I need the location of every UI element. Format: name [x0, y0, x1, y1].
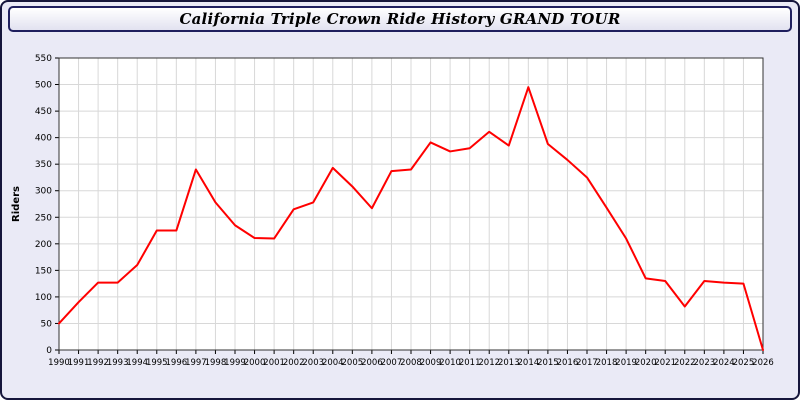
svg-text:2016: 2016 — [557, 358, 579, 368]
svg-text:2009: 2009 — [420, 358, 442, 368]
svg-text:1995: 1995 — [146, 358, 168, 368]
svg-text:250: 250 — [35, 213, 52, 223]
svg-text:2010: 2010 — [439, 358, 461, 368]
svg-text:1990: 1990 — [48, 358, 70, 368]
svg-text:2012: 2012 — [478, 358, 500, 368]
chart-title: California Triple Crown Ride History GRA… — [179, 10, 621, 28]
svg-text:2015: 2015 — [537, 358, 559, 368]
chart-title-bar: California Triple Crown Ride History GRA… — [8, 6, 792, 32]
svg-text:1994: 1994 — [126, 358, 148, 368]
svg-text:1991: 1991 — [68, 358, 90, 368]
svg-text:2020: 2020 — [635, 358, 657, 368]
svg-text:2019: 2019 — [615, 358, 637, 368]
svg-text:2021: 2021 — [654, 358, 676, 368]
svg-text:450: 450 — [35, 107, 52, 117]
svg-text:150: 150 — [35, 266, 52, 276]
chart-area: 0 50 100 150 200 250 300 350 400 450 500 550 1990 199… — [6, 34, 794, 394]
svg-text:1992: 1992 — [87, 358, 109, 368]
svg-text:2000: 2000 — [244, 358, 266, 368]
svg-text:2018: 2018 — [596, 358, 618, 368]
svg-text:2023: 2023 — [694, 358, 716, 368]
svg-text:500: 500 — [35, 81, 52, 91]
svg-text:2004: 2004 — [322, 358, 344, 368]
svg-text:2014: 2014 — [518, 358, 540, 368]
svg-text:1997: 1997 — [185, 358, 207, 368]
svg-text:2017: 2017 — [576, 358, 598, 368]
svg-text:2003: 2003 — [302, 358, 324, 368]
svg-text:2011: 2011 — [459, 358, 481, 368]
svg-text:2006: 2006 — [361, 358, 383, 368]
svg-text:400: 400 — [35, 134, 52, 144]
svg-text:2001: 2001 — [263, 358, 285, 368]
svg-text:2005: 2005 — [342, 358, 364, 368]
svg-text:Riders: Riders — [11, 186, 22, 222]
svg-text:2025: 2025 — [733, 358, 755, 368]
svg-text:0: 0 — [46, 346, 52, 356]
svg-text:2008: 2008 — [400, 358, 422, 368]
svg-text:50: 50 — [41, 319, 53, 329]
line-chart: 0501001502002503003504004505005501990199… — [11, 54, 774, 368]
svg-text:100: 100 — [35, 293, 52, 303]
svg-text:1999: 1999 — [224, 358, 246, 368]
svg-text:300: 300 — [35, 187, 52, 197]
svg-text:1998: 1998 — [205, 358, 227, 368]
svg-text:1993: 1993 — [107, 358, 129, 368]
svg-text:2007: 2007 — [381, 358, 403, 368]
svg-text:2024: 2024 — [713, 358, 735, 368]
svg-text:200: 200 — [35, 240, 52, 250]
svg-text:2026: 2026 — [752, 358, 774, 368]
svg-text:2022: 2022 — [674, 358, 696, 368]
svg-text:2002: 2002 — [283, 358, 305, 368]
svg-text:550: 550 — [35, 54, 52, 64]
svg-text:350: 350 — [35, 160, 52, 170]
svg-text:1996: 1996 — [166, 358, 188, 368]
svg-text:2013: 2013 — [498, 358, 520, 368]
